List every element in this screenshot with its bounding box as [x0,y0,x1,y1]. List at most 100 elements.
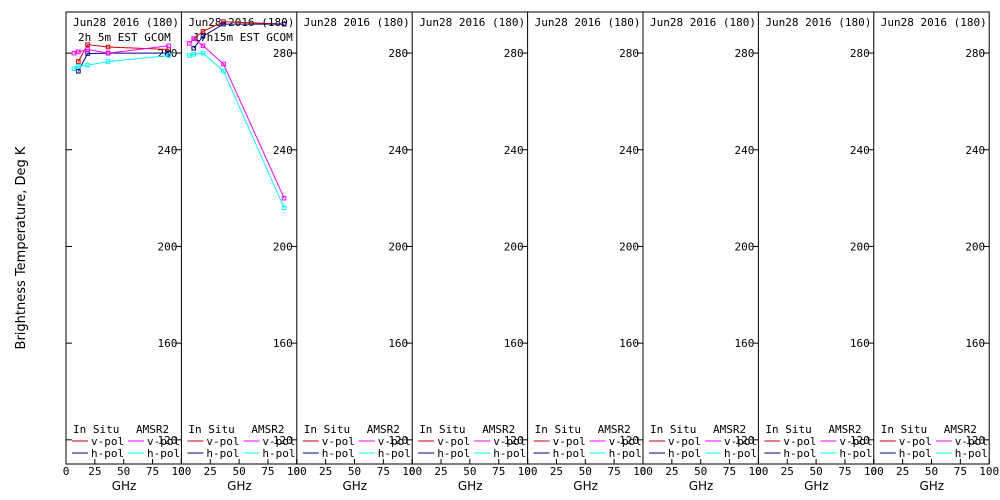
data-point [105,44,111,50]
y-tick-label: 280 [273,47,293,60]
x-tick-label: 100 [979,465,999,478]
legend-insitu-v-label: v-pol [553,435,586,448]
y-tick-label: 240 [273,144,293,157]
legend-amsr2-h-label: h-pol [609,447,642,460]
x-tick-label: 25 [781,465,794,478]
legend-amsr2-title: AMSR2 [598,423,631,436]
y-tick-label: 160 [388,337,408,350]
y-tick-label: 120 [965,434,985,447]
legend-amsr2-v-label: v-pol [378,435,411,448]
legend-amsr2-h-label: h-pol [147,447,180,460]
data-point [191,45,197,51]
series-line [189,52,285,209]
x-tick-label: 25 [204,465,217,478]
y-tick-label: 200 [850,240,870,253]
panel-title: Jun28 2016 (180) [650,16,756,29]
x-tick-label: 75 [608,465,621,478]
y-tick-label: 240 [504,144,524,157]
panel-subtitle: 2h 5m EST GCOM [78,31,171,44]
legend-insitu-title: In Situ [419,423,465,436]
x-axis-label: GHz [573,479,598,493]
legend-insitu-v-label: v-pol [668,435,701,448]
y-tick-label: 280 [619,47,639,60]
y-tick-label: 240 [850,144,870,157]
legend-amsr2-h-label: h-pol [378,447,411,460]
x-axis-label: GHz [689,479,714,493]
legend-insitu-h-label: h-pol [783,447,816,460]
x-axis-label: GHz [112,479,137,493]
legend-amsr2-h-label: h-pol [724,447,757,460]
data-point [187,53,192,58]
y-tick-label: 200 [619,240,639,253]
legend-amsr2-v-label: v-pol [262,435,295,448]
y-tick-label: 160 [850,337,870,350]
legend-insitu-h-label: h-pol [553,447,586,460]
legend-insitu-title: In Situ [881,423,927,436]
panel-title: Jun28 2016 (180) [304,16,410,29]
legend-insitu-v-label: v-pol [783,435,816,448]
x-tick-label: 0 [524,465,531,478]
legend-insitu-h-label: h-pol [668,447,701,460]
x-tick-label: 100 [864,465,884,478]
y-tick-label: 240 [158,144,178,157]
data-point [166,50,172,56]
series-line [193,21,285,39]
x-tick-label: 25 [550,465,563,478]
data-point [200,43,206,49]
legend-amsr2-v-label: v-pol [609,435,642,448]
x-tick-label: 75 [723,465,736,478]
data-point [85,51,90,56]
legend-insitu-v-label: v-pol [322,435,355,448]
x-tick-label: 25 [434,465,447,478]
legend-amsr2-title: AMSR2 [482,423,515,436]
x-tick-label: 100 [402,465,422,478]
legend-amsr2-title: AMSR2 [251,423,284,436]
x-axis-label: GHz [227,479,252,493]
data-point [200,33,206,39]
legend-amsr2-title: AMSR2 [944,423,977,436]
x-tick-label: 0 [409,465,416,478]
panel-title: Jun28 2016 (180) [535,16,641,29]
y-tick-label: 160 [273,337,293,350]
legend-amsr2-v-label: v-pol [955,435,988,448]
y-tick-label: 120 [388,434,408,447]
legend-insitu-v-label: v-pol [437,435,470,448]
x-axis-label: GHz [342,479,367,493]
y-tick-label: 120 [158,434,178,447]
x-tick-label: 50 [694,465,707,478]
y-tick-label: 160 [735,337,755,350]
y-tick-label: 200 [158,240,178,253]
data-point [105,50,111,56]
x-tick-label: 0 [755,465,762,478]
y-tick-label: 240 [965,144,985,157]
x-tick-label: 100 [287,465,307,478]
legend-insitu-h-label: h-pol [322,447,355,460]
y-tick-label: 240 [619,144,639,157]
data-point [221,19,226,24]
y-tick-label: 160 [158,337,178,350]
data-point [281,195,287,201]
x-tick-label: 75 [838,465,851,478]
y-tick-label: 280 [388,47,408,60]
y-tick-label: 160 [504,337,524,350]
legend-insitu-title: In Situ [765,423,811,436]
panel-title: Jun28 2016 (180) [419,16,525,29]
y-tick-label: 240 [388,144,408,157]
x-axis-label: GHz [458,479,483,493]
legend-amsr2-h-label: h-pol [955,447,988,460]
legend-insitu-v-label: v-pol [91,435,124,448]
data-point [221,21,226,27]
legend-insitu-v-label: v-pol [206,435,239,448]
data-point [166,43,172,49]
x-tick-label: 50 [232,465,245,478]
series-line [77,52,169,72]
legend-insitu-h-label: h-pol [437,447,470,460]
data-point [166,53,172,58]
y-tick-label: 120 [273,434,293,447]
y-tick-label: 280 [965,47,985,60]
x-tick-label: 100 [748,465,768,478]
series-line [77,44,169,62]
legend-insitu-title: In Situ [535,423,581,436]
legend-insitu-h-label: h-pol [899,447,932,460]
